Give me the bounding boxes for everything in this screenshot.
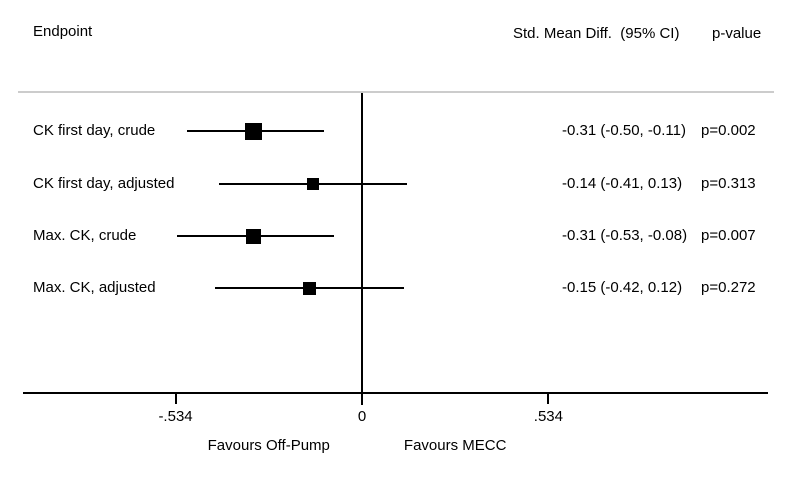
axis-favours-label: Favours MECC	[403, 437, 507, 454]
zero-reference-line	[360, 93, 363, 405]
point-estimate-marker	[307, 178, 320, 190]
row-label: Max. CK, adjusted	[33, 279, 156, 296]
row-label: CK first day, crude	[33, 122, 156, 139]
x-axis-line	[23, 392, 768, 394]
row-estimate-text: -0.31 (-0.53, -0.08)	[562, 227, 688, 244]
x-axis-tick	[360, 393, 363, 404]
point-estimate-marker	[246, 228, 262, 244]
x-axis-tick	[174, 393, 177, 404]
row-label: Max. CK, crude	[33, 227, 137, 244]
header-separator-line	[18, 91, 774, 93]
point-estimate-marker	[303, 281, 317, 295]
effect-column-header: Std. Mean Diff. (95% CI)	[513, 25, 680, 42]
row-estimate-text: -0.14 (-0.41, 0.13)	[562, 175, 683, 192]
pvalue-column-header: p-value	[712, 25, 762, 42]
row-pvalue-text: p=0.002	[701, 122, 756, 139]
x-axis-tick-label: .534	[533, 408, 563, 425]
row-estimate-text: -0.31 (-0.50, -0.11)	[562, 122, 686, 139]
endpoint-column-header: Endpoint	[33, 23, 93, 40]
axis-favours-label: Favours Off-Pump	[207, 437, 330, 454]
x-axis-tick-label: -.534	[158, 408, 193, 425]
row-pvalue-text: p=0.272	[701, 279, 756, 296]
point-estimate-marker	[245, 122, 263, 140]
row-label: CK first day, adjusted	[33, 175, 175, 192]
row-pvalue-text: p=0.313	[701, 175, 756, 192]
x-axis-tick	[547, 393, 550, 404]
row-pvalue-text: p=0.007	[701, 227, 756, 244]
x-axis-tick-label: 0	[357, 408, 367, 425]
row-estimate-text: -0.15 (-0.42, 0.12)	[562, 279, 683, 296]
